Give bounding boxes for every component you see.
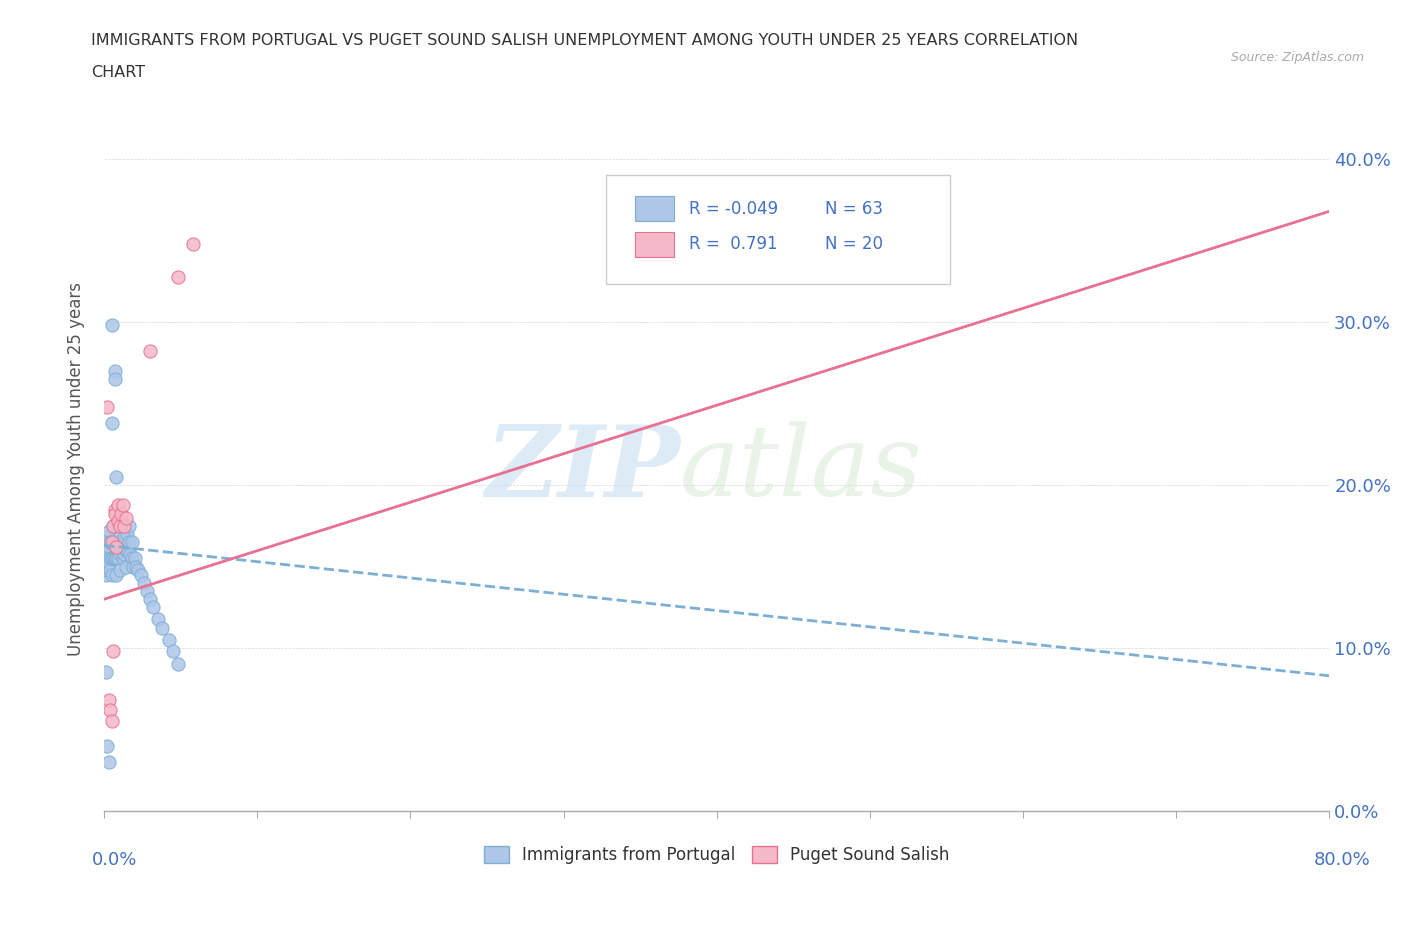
Point [98, 702, 121, 717]
Point [108, 530, 131, 545]
Point [108, 546, 131, 561]
Point [94, 551, 117, 565]
Point [96, 530, 118, 545]
Text: N = 20: N = 20 [824, 235, 883, 253]
Point [110, 507, 132, 522]
Point [97, 693, 120, 708]
Point [103, 535, 125, 550]
Point [97, 524, 120, 538]
Point [118, 518, 141, 533]
Point [101, 535, 124, 550]
Point [107, 551, 129, 565]
Text: CHART: CHART [91, 65, 145, 80]
Point [181, 236, 204, 251]
Point [124, 551, 146, 565]
Point [101, 318, 124, 333]
Point [105, 551, 128, 565]
Point [98, 563, 121, 578]
Point [97, 539, 120, 554]
Point [97, 556, 120, 571]
Point [104, 507, 127, 522]
Point [111, 535, 134, 550]
Point [104, 372, 127, 387]
Text: 80.0%: 80.0% [1315, 851, 1371, 869]
Point [110, 539, 132, 554]
Text: Source: ZipAtlas.com: Source: ZipAtlas.com [1230, 51, 1364, 64]
Point [142, 600, 165, 615]
Text: R = -0.049: R = -0.049 [689, 200, 778, 218]
Point [112, 546, 135, 561]
Point [110, 513, 132, 528]
Point [98, 535, 121, 550]
Point [120, 546, 142, 561]
Point [98, 551, 121, 565]
Point [121, 535, 143, 550]
Point [94, 665, 117, 680]
Text: ZIP: ZIP [485, 420, 681, 517]
Point [146, 611, 169, 626]
Point [104, 551, 127, 565]
Point [139, 591, 162, 606]
Point [166, 269, 188, 284]
Point [111, 551, 134, 565]
Point [96, 738, 118, 753]
Text: 0.0%: 0.0% [91, 851, 136, 869]
Point [152, 621, 174, 636]
Point [101, 567, 124, 582]
Point [112, 530, 135, 545]
Point [103, 551, 125, 565]
FancyBboxPatch shape [606, 175, 949, 284]
Point [101, 551, 124, 565]
Point [166, 657, 188, 671]
Point [111, 498, 134, 512]
Point [115, 543, 138, 558]
Point [114, 559, 136, 574]
Text: atlas: atlas [681, 421, 922, 516]
Text: IMMIGRANTS FROM PORTUGAL VS PUGET SOUND SALISH UNEMPLOYMENT AMONG YOUTH UNDER 25: IMMIGRANTS FROM PORTUGAL VS PUGET SOUND … [91, 33, 1078, 47]
Point [96, 546, 118, 561]
Text: N = 63: N = 63 [824, 200, 883, 218]
Point [114, 543, 136, 558]
Point [107, 498, 129, 512]
Point [96, 563, 118, 578]
Point [105, 567, 128, 582]
Point [103, 518, 125, 533]
Point [104, 364, 127, 379]
Point [108, 563, 131, 578]
Text: R =  0.791: R = 0.791 [689, 235, 778, 253]
Point [103, 644, 125, 658]
Point [115, 526, 138, 541]
Point [96, 400, 118, 415]
Point [118, 535, 141, 550]
FancyBboxPatch shape [634, 196, 673, 221]
Point [125, 559, 148, 574]
Point [129, 567, 152, 582]
Point [127, 563, 149, 578]
FancyBboxPatch shape [634, 232, 673, 257]
Point [122, 559, 145, 574]
Point [103, 518, 125, 533]
Point [112, 518, 135, 533]
Point [114, 511, 136, 525]
Point [101, 416, 124, 431]
Point [108, 518, 131, 533]
Point [94, 535, 117, 550]
Point [105, 539, 128, 554]
Point [136, 583, 159, 598]
Point [94, 567, 117, 582]
Point [107, 513, 129, 528]
Legend: Immigrants from Portugal, Puget Sound Salish: Immigrants from Portugal, Puget Sound Sa… [477, 840, 956, 871]
Point [139, 344, 162, 359]
Point [105, 470, 128, 485]
Point [162, 644, 184, 658]
Point [107, 535, 129, 550]
Point [104, 502, 127, 517]
Y-axis label: Unemployment Among Youth under 25 years: Unemployment Among Youth under 25 years [67, 282, 86, 656]
Point [107, 518, 129, 533]
Point [132, 576, 155, 591]
Point [157, 632, 180, 647]
Point [97, 754, 120, 769]
Point [121, 551, 143, 565]
Point [101, 714, 124, 729]
